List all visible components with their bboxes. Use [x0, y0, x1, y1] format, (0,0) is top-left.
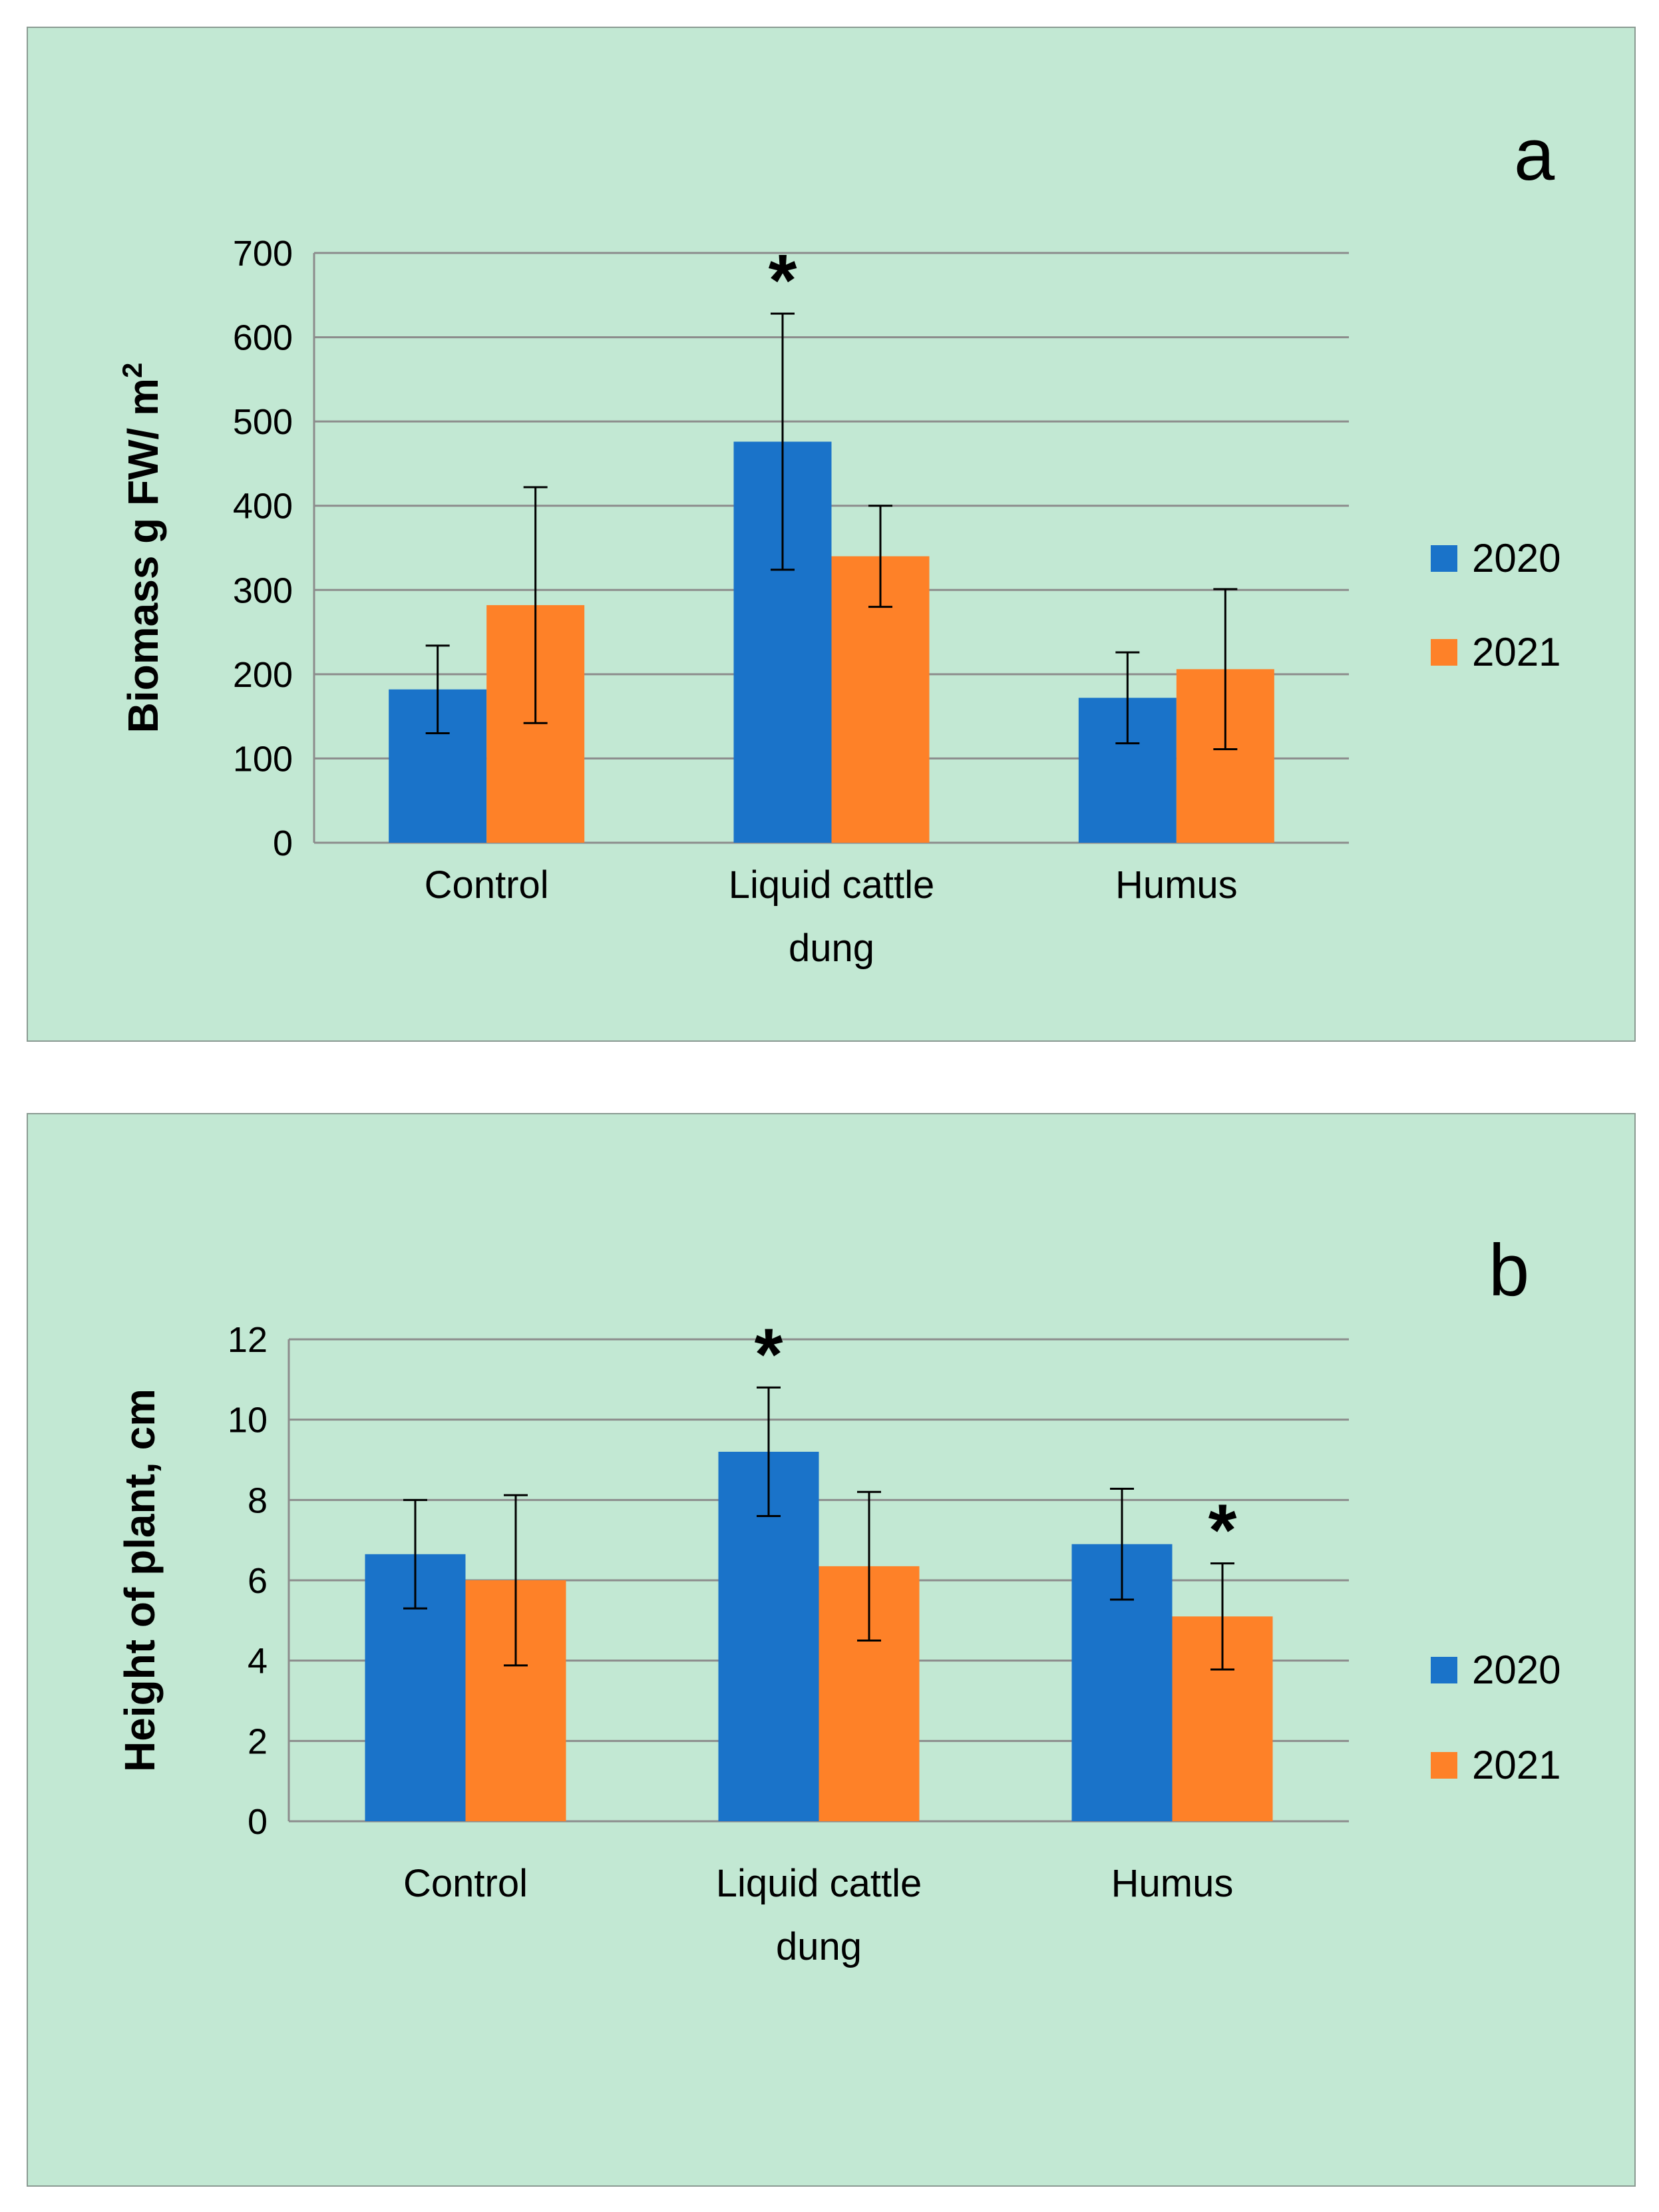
y-tick-label: 600 [233, 318, 293, 358]
chart-panel-b: b 0 2 4 6 8 10 12 Height of plant, cm Control * Liq… [27, 1113, 1636, 2187]
x-tick-label: Liquid cattle [716, 1862, 922, 1905]
x-tick-label: Humus [1115, 863, 1238, 907]
y-tick-label: 12 [228, 1320, 268, 1360]
biomass-chart: a 0 100 200 300 400 500 600 700 Biomass g FW/ m2 C… [116, 114, 1561, 970]
significance-asterisk: * [1208, 1490, 1237, 1572]
legend-swatch-2020 [1431, 1657, 1457, 1683]
x-tick-label: Liquid cattle [729, 863, 935, 907]
legend-label-2021: 2021 [1472, 630, 1561, 674]
legend-label-2020: 2020 [1472, 1648, 1561, 1692]
y-tick-label: 0 [248, 1802, 268, 1842]
y-tick-label: 400 [233, 487, 293, 527]
y-tick-label: 700 [233, 234, 293, 274]
y-tick-label: 10 [228, 1401, 268, 1440]
y-tick-label: 200 [233, 655, 293, 695]
plant-height-chart: b 0 2 4 6 8 10 12 Height of plant, cm Control * Liq… [116, 1229, 1561, 1968]
y-tick-label: 8 [248, 1480, 268, 1520]
legend-swatch-2020 [1431, 545, 1457, 572]
y-tick-label: 300 [233, 570, 293, 610]
y-tick-label: 4 [248, 1642, 268, 1681]
significance-asterisk: * [755, 1313, 783, 1395]
x-tick-label: dung [789, 927, 874, 970]
x-tick-label: Control [403, 1862, 528, 1905]
legend-label-2021: 2021 [1472, 1743, 1561, 1787]
x-tick-label: dung [776, 1925, 862, 1968]
legend-swatch-2021 [1431, 639, 1457, 666]
x-tick-label: Humus [1111, 1862, 1234, 1905]
y-axis-title: Biomass g FW/ m2 [116, 363, 167, 734]
x-tick-label: Control [425, 863, 549, 907]
significance-asterisk: * [769, 240, 797, 322]
y-tick-label: 6 [248, 1561, 268, 1601]
y-axis-title-superscript: 2 [116, 363, 148, 378]
panel-letter: b [1489, 1229, 1529, 1311]
y-tick-label: 500 [233, 402, 293, 442]
chart-panel-a: a 0 100 200 300 400 500 600 700 Biomass g FW/ m2 C… [27, 27, 1636, 1042]
y-axis-title: Height of plant, cm [116, 1389, 164, 1772]
y-tick-label: 100 [233, 739, 293, 779]
legend-swatch-2021 [1431, 1752, 1457, 1779]
legend-label-2020: 2020 [1472, 536, 1561, 580]
y-tick-label: 0 [273, 823, 293, 863]
y-tick-label: 2 [248, 1721, 268, 1761]
panel-letter: a [1514, 114, 1555, 196]
